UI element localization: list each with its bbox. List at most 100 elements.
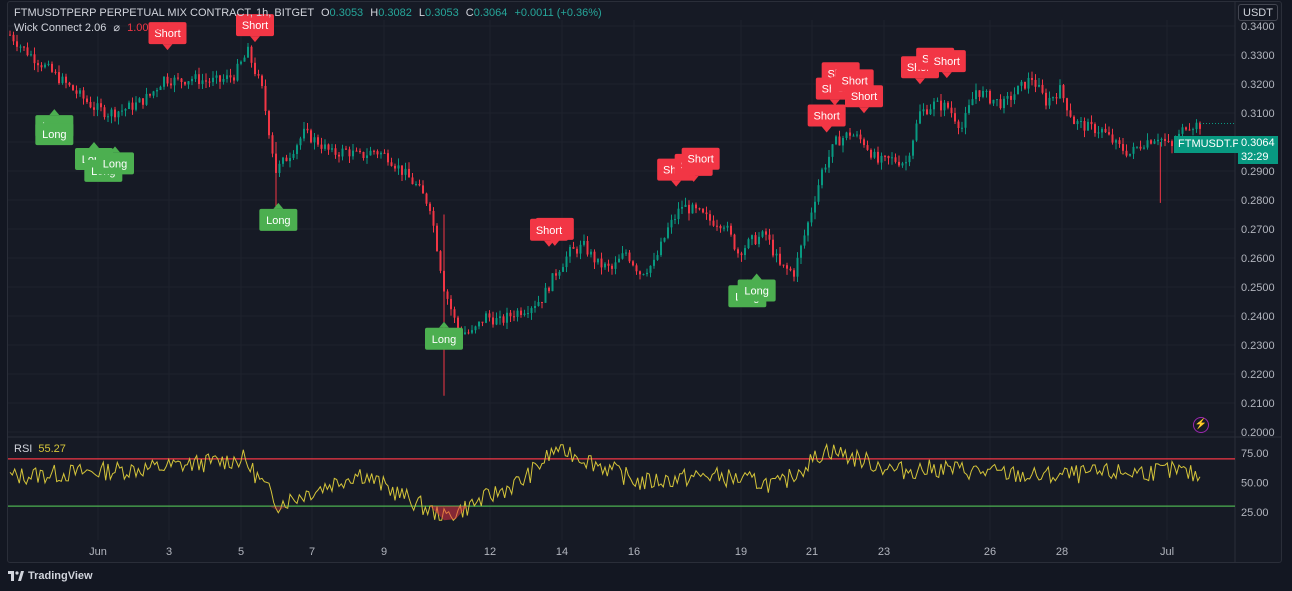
candle-body bbox=[201, 80, 204, 85]
candle-body bbox=[586, 240, 589, 255]
time-axis-label[interactable]: 9 bbox=[381, 546, 387, 558]
candle-body bbox=[194, 74, 197, 79]
time-axis-label[interactable]: 21 bbox=[806, 546, 818, 558]
candle-body bbox=[369, 150, 372, 156]
candle-body bbox=[688, 204, 690, 214]
candle-body bbox=[534, 305, 536, 309]
time-axis-label[interactable]: 28 bbox=[1056, 546, 1068, 558]
candle-body bbox=[124, 109, 127, 111]
short-signal-box bbox=[236, 14, 274, 37]
candle-body bbox=[264, 85, 267, 112]
price-axis-label: 0.3100 bbox=[1241, 108, 1275, 120]
time-axis-label[interactable]: 12 bbox=[484, 546, 496, 558]
price-axis-label: 0.3200 bbox=[1241, 79, 1275, 91]
candle-body bbox=[397, 165, 400, 169]
candle-body bbox=[786, 265, 788, 269]
candle-body bbox=[947, 102, 949, 108]
time-axis-label[interactable]: Jul bbox=[1160, 546, 1174, 558]
candle-body bbox=[863, 139, 865, 146]
time-axis-label[interactable]: 19 bbox=[735, 546, 747, 558]
indicator-legend[interactable]: Wick Connect 2.06 ⌀ 1.0000 bbox=[14, 21, 161, 34]
candle-body bbox=[44, 64, 46, 68]
rsi-axis-label: 75.00 bbox=[1241, 448, 1269, 460]
indicator-name[interactable]: Wick Connect 2.06 bbox=[14, 22, 107, 34]
candle-body bbox=[278, 163, 281, 173]
time-axis-label[interactable]: 23 bbox=[878, 546, 890, 558]
time-axis-label[interactable]: 26 bbox=[984, 546, 996, 558]
candle-body bbox=[1006, 95, 1009, 99]
last-price-tag: 0.3064 32:29 bbox=[1238, 136, 1278, 164]
short-signal-pointer bbox=[695, 169, 706, 176]
candle-body bbox=[100, 103, 102, 108]
candle-body bbox=[782, 264, 785, 266]
price-axis-label: 0.2300 bbox=[1241, 340, 1275, 352]
time-axis-label[interactable]: 16 bbox=[628, 546, 640, 558]
long-signal-box bbox=[96, 152, 134, 175]
candle-body bbox=[33, 54, 36, 64]
price-axis-label: 0.2800 bbox=[1241, 195, 1275, 207]
symbol-title[interactable]: FTMUSDTPERP PERPETUAL MIX CONTRACT, 1h, … bbox=[14, 7, 314, 19]
candle-body bbox=[1108, 132, 1110, 135]
candle-body bbox=[411, 177, 414, 185]
candle-body bbox=[1143, 147, 1145, 149]
short-signal-label: Short bbox=[236, 14, 274, 43]
candle-body bbox=[919, 111, 921, 124]
candle-body bbox=[901, 163, 904, 166]
candle-body bbox=[565, 256, 568, 268]
short-signal-label: Short bbox=[681, 147, 720, 176]
candle-body bbox=[1069, 110, 1072, 117]
short-signal-box bbox=[845, 85, 883, 108]
tradingview-logo[interactable]: TradingView bbox=[8, 570, 93, 582]
candle-body bbox=[313, 137, 316, 143]
candle-body bbox=[789, 268, 792, 271]
time-axis-label[interactable]: Jun bbox=[89, 546, 107, 558]
candle-body bbox=[152, 91, 155, 96]
candle-body bbox=[569, 246, 571, 257]
candle-body bbox=[453, 309, 456, 318]
long-signal-pointer bbox=[751, 273, 762, 280]
candle-body bbox=[817, 185, 820, 202]
rsi-legend[interactable]: RSI 55.27 bbox=[14, 443, 66, 455]
rsi-label[interactable]: RSI bbox=[14, 443, 33, 455]
time-axis-label[interactable]: 14 bbox=[556, 546, 568, 558]
candle-body bbox=[639, 271, 641, 275]
long-signal-pointer bbox=[439, 321, 449, 328]
time-axis-label[interactable]: 3 bbox=[166, 546, 172, 558]
time-axis-label[interactable]: 7 bbox=[309, 546, 315, 558]
candle-body bbox=[135, 102, 137, 110]
candle-body bbox=[107, 116, 109, 118]
candle-body bbox=[1034, 79, 1037, 87]
short-signal-pointer bbox=[915, 78, 925, 85]
long-signal-box bbox=[259, 208, 298, 231]
candle-body bbox=[1146, 140, 1149, 148]
candle-body bbox=[96, 103, 99, 110]
candle-body bbox=[964, 113, 967, 128]
candle-body bbox=[530, 308, 533, 314]
candle-body bbox=[803, 235, 806, 246]
candle-body bbox=[219, 75, 221, 82]
candle-body bbox=[698, 208, 701, 210]
candle-body bbox=[509, 312, 512, 317]
candle-body bbox=[338, 154, 340, 157]
candle-body bbox=[933, 101, 935, 110]
candle-body bbox=[324, 144, 326, 149]
lightning-icon[interactable]: ⚡ bbox=[1193, 417, 1209, 433]
candle-body bbox=[740, 253, 743, 256]
candle-body bbox=[75, 90, 78, 94]
chart-frame[interactable] bbox=[7, 1, 1282, 563]
candle-body bbox=[1118, 140, 1121, 145]
currency-button[interactable]: USDT bbox=[1238, 4, 1278, 21]
candle-body bbox=[215, 75, 218, 78]
short-signal-text: Short bbox=[851, 91, 877, 103]
short-signal-label: Short bbox=[807, 104, 846, 133]
candle-body bbox=[849, 132, 851, 136]
candle-body bbox=[198, 74, 200, 85]
candle-body bbox=[873, 151, 876, 158]
candle-body bbox=[975, 90, 977, 100]
candle-body bbox=[684, 204, 687, 207]
time-axis-label[interactable]: 5 bbox=[238, 546, 244, 558]
short-signal-box bbox=[681, 147, 720, 170]
candle-body bbox=[222, 79, 225, 82]
candle-body bbox=[184, 82, 186, 85]
